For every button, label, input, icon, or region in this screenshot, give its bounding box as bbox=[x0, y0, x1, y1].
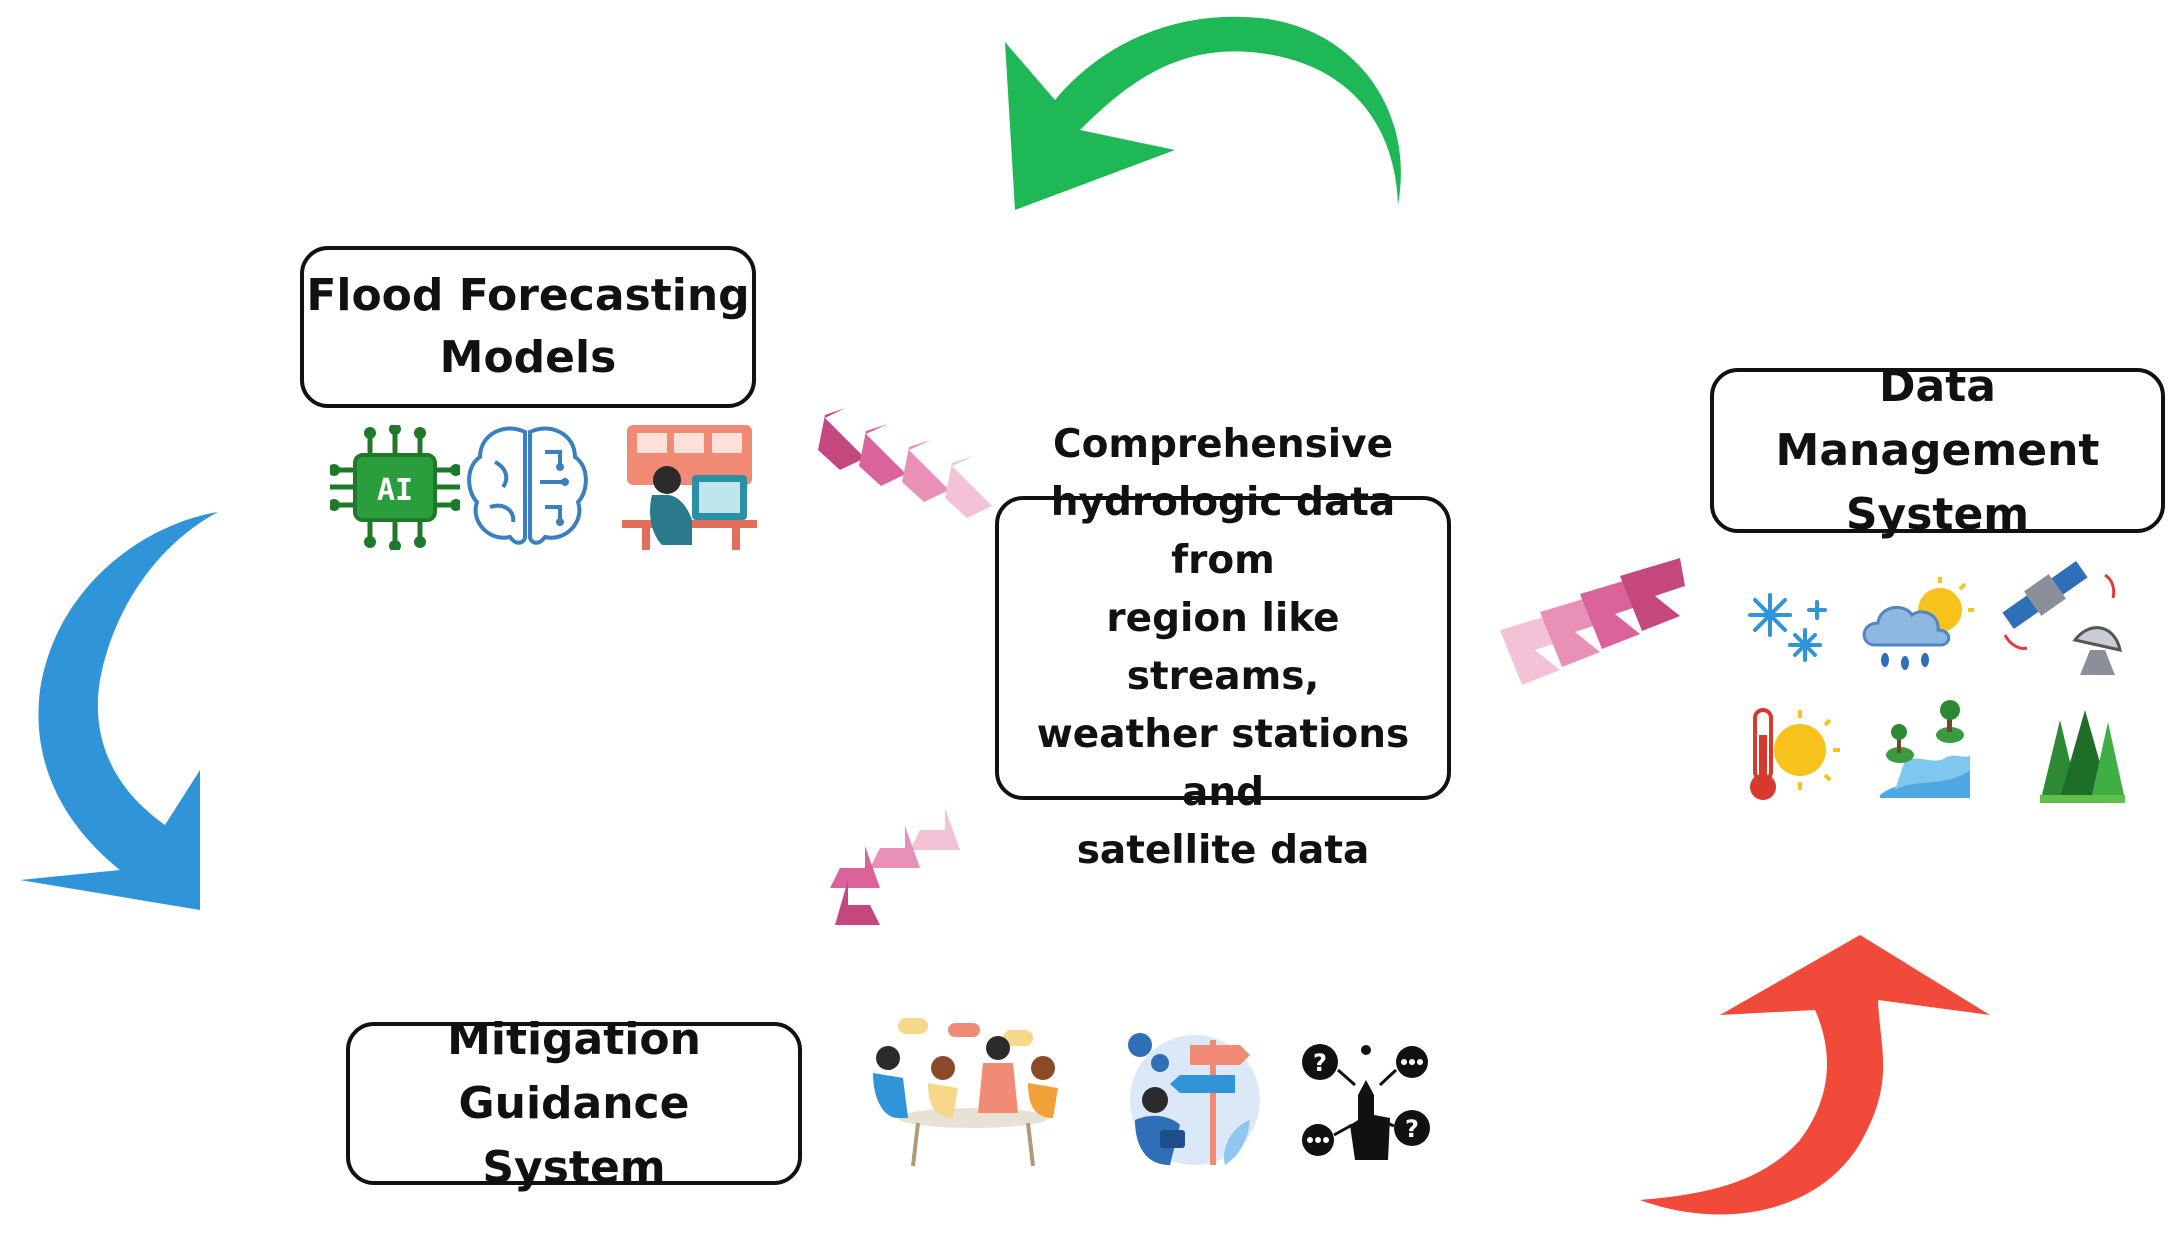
red-cycle-arrow bbox=[1640, 935, 1990, 1215]
chevron bbox=[830, 846, 880, 888]
svg-text:?: ? bbox=[1313, 1049, 1327, 1077]
thermometer-sun-icon bbox=[1750, 708, 1840, 800]
forest-icon bbox=[2040, 710, 2125, 803]
ai-chip-label: AI bbox=[377, 473, 413, 508]
analyst-workstation-icon bbox=[622, 425, 757, 550]
team-meeting-icon bbox=[873, 1018, 1058, 1167]
center-line2: hydrologic data from bbox=[1050, 480, 1396, 583]
chevron bbox=[835, 880, 880, 925]
chevron bbox=[910, 808, 960, 850]
data-title-line2: System bbox=[1845, 488, 2030, 540]
mitigation-guidance-system-box: Mitigation Guidance System bbox=[346, 1014, 802, 1193]
svg-text:?: ? bbox=[1405, 1115, 1419, 1143]
chevrons-to-flood bbox=[818, 408, 992, 518]
question-decision-icon: ?? bbox=[1302, 1044, 1430, 1160]
chevron bbox=[1620, 558, 1685, 631]
ai-chip-icon: AI bbox=[330, 425, 460, 550]
river-landscape-icon bbox=[1880, 700, 1970, 798]
chevron bbox=[859, 424, 906, 486]
chevrons-to-data bbox=[1500, 558, 1685, 685]
center-line4: weather stations and bbox=[1036, 712, 1410, 815]
flood-title-line1: Flood Forecasting bbox=[306, 270, 750, 321]
rain-sun-cloud-icon bbox=[1862, 577, 1974, 670]
center-line5: satellite data bbox=[1076, 828, 1370, 873]
snowflakes-icon bbox=[1748, 593, 1827, 662]
hydrologic-data-box: Comprehensive hydrologic data from regio… bbox=[995, 422, 1451, 873]
chevron bbox=[870, 826, 920, 868]
chevron bbox=[818, 408, 865, 470]
satellite-dish-icon bbox=[2002, 560, 2122, 675]
chevron bbox=[902, 440, 949, 502]
flood-title-line2: Models bbox=[439, 332, 617, 383]
chevrons-to-mitigation bbox=[830, 808, 960, 925]
guidance-signpost-icon bbox=[1128, 1033, 1260, 1165]
green-cycle-arrow bbox=[1005, 16, 1401, 210]
brain-icon bbox=[467, 426, 588, 545]
mitigation-title-line1: Mitigation Guidance bbox=[447, 1013, 701, 1129]
chevron bbox=[945, 456, 992, 518]
flood-forecasting-models-box: Flood Forecasting Models bbox=[300, 246, 756, 408]
center-line1: Comprehensive bbox=[1052, 422, 1394, 467]
center-line3: region like streams, bbox=[1106, 596, 1340, 699]
data-management-system-box: Data Management System bbox=[1710, 361, 2165, 540]
data-title-line1: Data Management bbox=[1775, 360, 2100, 476]
blue-cycle-arrow bbox=[20, 512, 218, 910]
mitigation-title-line2: System bbox=[482, 1141, 666, 1193]
